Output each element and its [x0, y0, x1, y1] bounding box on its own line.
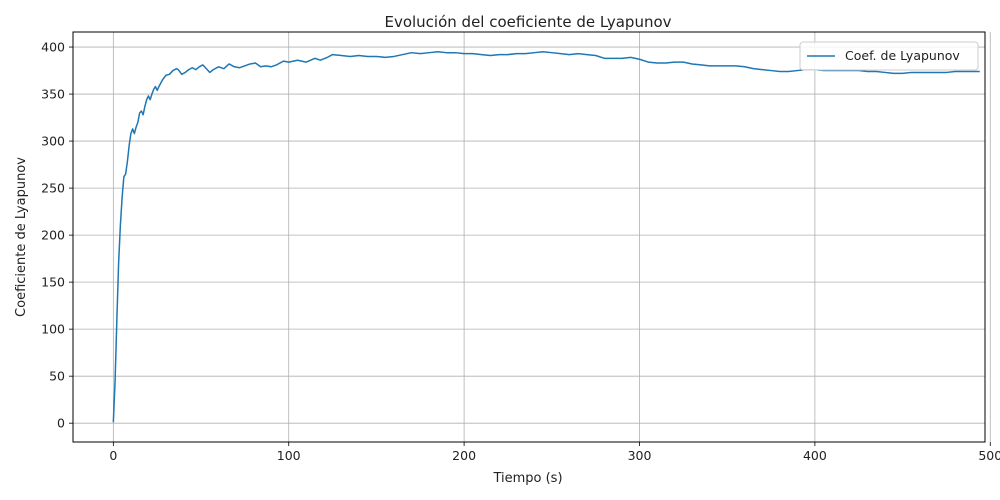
series-layer: [112, 51, 980, 423]
x-tick-label: 500: [978, 448, 1000, 463]
ticks-layer: 0 100 200 300 400 500 0 50 100 150 200 250 300 350 400: [41, 40, 1000, 463]
x-tick-label: 0: [109, 448, 117, 463]
y-tick-label: 200: [41, 228, 65, 243]
y-tick-label: 400: [41, 40, 65, 55]
y-tick-label: 150: [41, 275, 65, 290]
x-tick-label: 400: [803, 448, 827, 463]
chart-title: Evolución del coeficiente de Lyapunov: [384, 13, 671, 31]
y-tick-label: 250: [41, 181, 65, 196]
legend-box: [799, 41, 979, 71]
plot-frame: [72, 31, 986, 443]
y-tick-label: 300: [41, 134, 65, 149]
legend-label: Coef. de Lyapunov: [845, 48, 960, 63]
y-tick-label: 0: [57, 416, 65, 431]
x-axis-label: Tiempo (s): [492, 471, 562, 486]
y-tick-label: 50: [49, 369, 65, 384]
x-tick-label: 100: [277, 448, 301, 463]
y-tick-label: 350: [41, 87, 65, 102]
series-line-lyapunov: [112, 51, 980, 423]
grid-layer: [73, 32, 991, 442]
x-tick-label: 300: [628, 448, 652, 463]
legend: Coef. de Lyapunov: [799, 41, 979, 71]
y-tick-label: 100: [41, 322, 65, 337]
x-tick-label: 200: [452, 448, 476, 463]
y-axis-label: Coeficiente de Lyapunov: [14, 157, 29, 317]
